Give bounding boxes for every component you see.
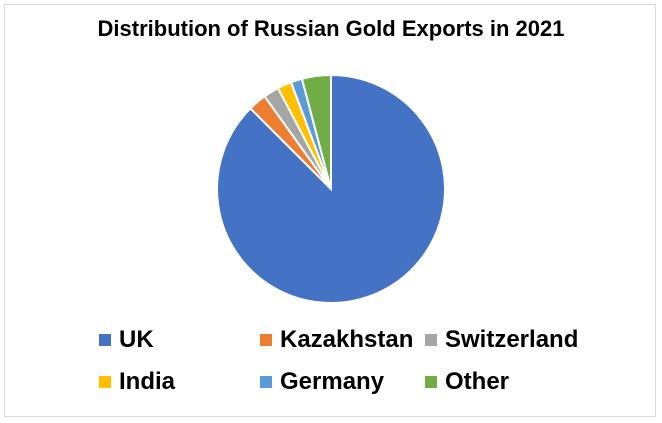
- legend-swatch-kazakhstan: [260, 334, 272, 346]
- legend-label-india: India: [119, 368, 176, 395]
- legend-item-uk: UK: [99, 326, 154, 354]
- chart-title: Distribution of Russian Gold Exports in …: [97, 16, 565, 41]
- legend-item-india: India: [99, 368, 175, 396]
- legend-swatch-switzerland: [425, 334, 437, 346]
- legend-swatch-uk: [99, 334, 111, 346]
- legend-item-kazakhstan: Kazakhstan: [260, 326, 413, 354]
- legend-item-switzerland: Switzerland: [425, 326, 578, 354]
- legend-label-uk: UK: [119, 326, 154, 353]
- pie-slice-other: [300, 73, 332, 190]
- legend-label-other: Other: [445, 368, 510, 395]
- legend-swatch-india: [99, 376, 111, 388]
- legend-swatch-other: [425, 376, 437, 388]
- legend-item-germany: Germany: [260, 368, 384, 396]
- legend-label-switzerland: Switzerland: [445, 326, 579, 353]
- pie-slice-uk: [216, 73, 446, 304]
- legend-label-germany: Germany: [280, 368, 385, 395]
- legend-swatch-germany: [260, 376, 272, 388]
- legend-label-kazakhstan: Kazakhstan: [280, 326, 414, 353]
- legend-item-other: Other: [425, 368, 509, 396]
